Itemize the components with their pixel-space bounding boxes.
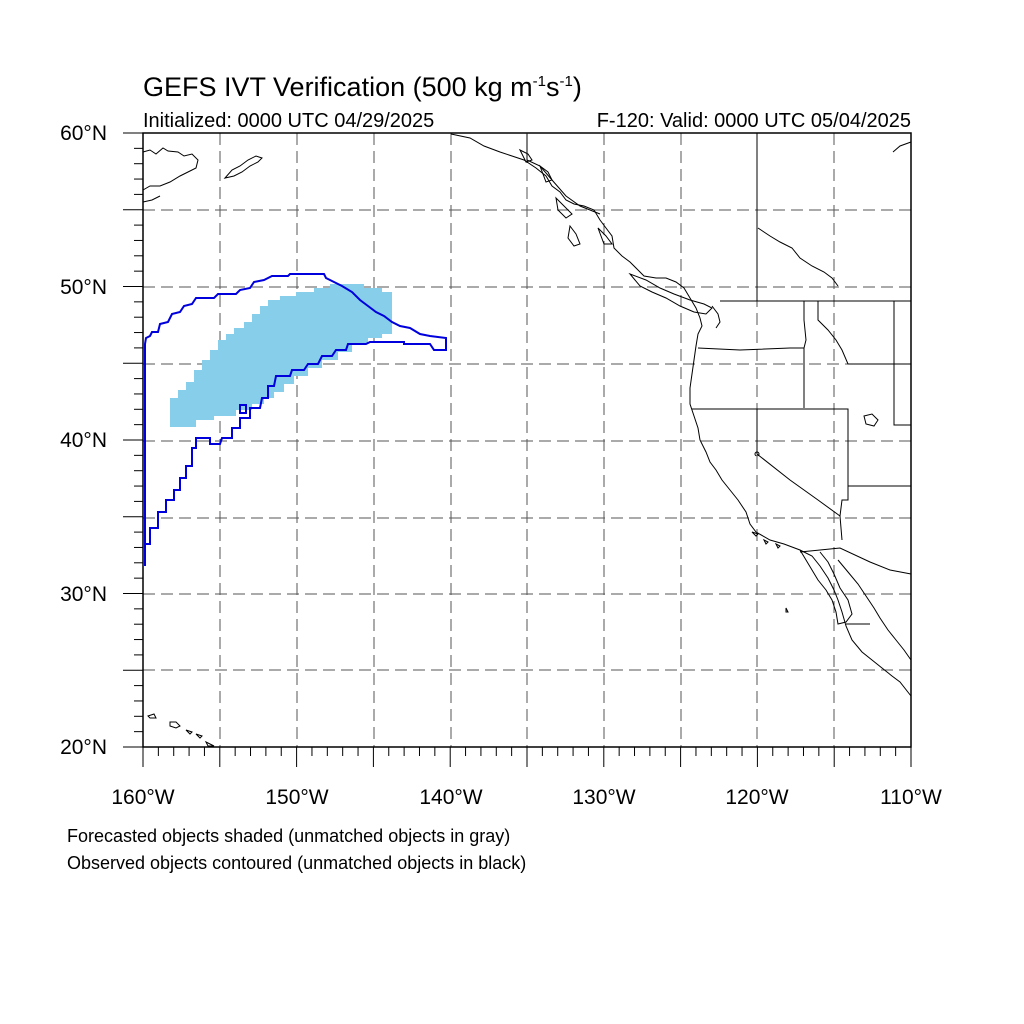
title-exp2: -1 (559, 73, 573, 90)
graticule (143, 133, 911, 747)
coastlines (142, 133, 912, 747)
title-exp1: -1 (532, 73, 546, 90)
lon-label-130w: 130°W (572, 786, 636, 809)
initialized-label: Initialized: 0000 UTC 04/29/2025 (143, 110, 435, 132)
lat-label-40n: 40°N (60, 429, 107, 452)
lat-label-30n: 30°N (60, 583, 107, 606)
lon-label-160w: 160°W (111, 786, 175, 809)
note-forecast: Forecasted objects shaded (unmatched obj… (67, 826, 511, 846)
forecast-ivt-object (170, 284, 392, 427)
lon-label-120w: 120°W (725, 786, 789, 809)
note-observed: Observed objects contoured (unmatched ob… (67, 853, 527, 873)
title-mid: s (546, 72, 560, 102)
valid-time-label: F-120: Valid: 0000 UTC 05/04/2025 (596, 110, 911, 132)
chart-title: GEFS IVT Verification (500 kg m-1s-1) (143, 72, 582, 103)
axis-ticks (123, 132, 912, 767)
lat-label-20n: 20°N (60, 736, 107, 759)
observed-small-contour (239, 404, 247, 414)
title-end: ) (572, 72, 582, 102)
lat-label-60n: 60°N (60, 122, 107, 145)
lon-label-110w: 110°W (880, 786, 942, 809)
observed-ivt-contour (144, 273, 447, 566)
lat-label-50n: 50°N (60, 276, 107, 299)
lon-label-140w: 140°W (419, 786, 483, 809)
title-main: GEFS IVT Verification (500 kg m (143, 72, 533, 102)
borders (526, 133, 912, 625)
lon-label-150w: 150°W (265, 786, 329, 809)
